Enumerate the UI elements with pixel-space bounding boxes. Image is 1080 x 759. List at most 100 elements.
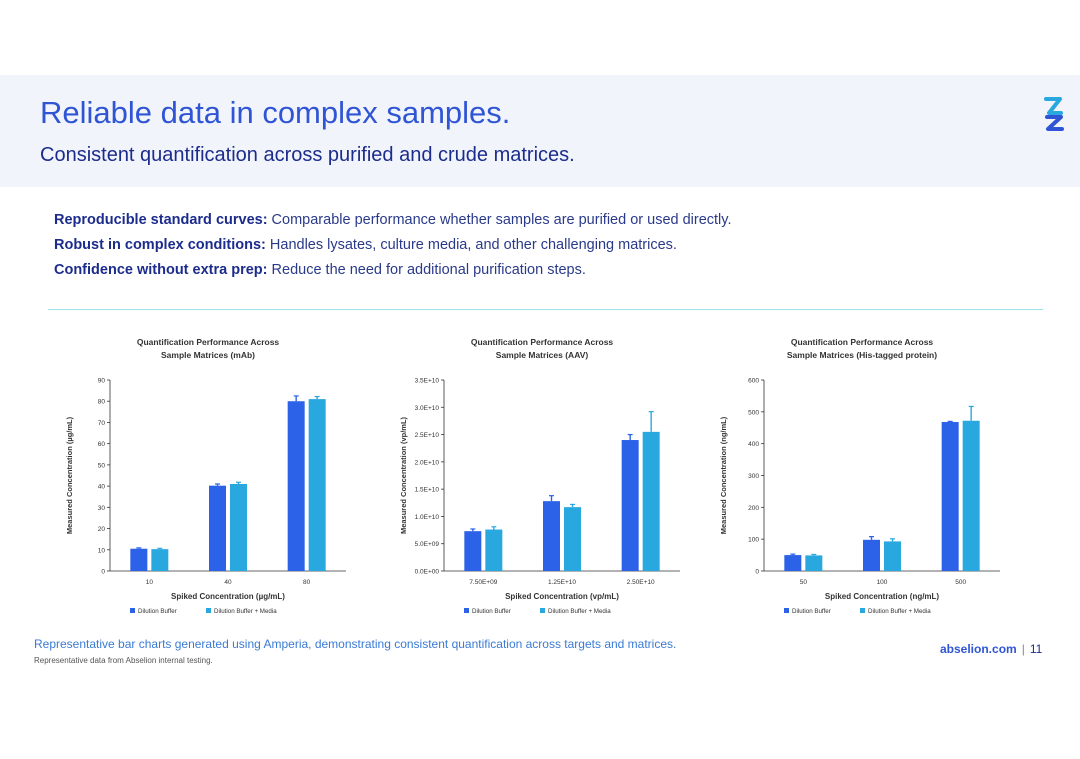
- y-tick-label: 70: [98, 420, 106, 427]
- x-axis-label: Spiked Concentration (µg/mL): [171, 592, 285, 601]
- legend-swatch: [464, 608, 469, 613]
- y-tick-label: 1.5E+10: [415, 487, 440, 494]
- x-tick-label: 500: [955, 579, 966, 586]
- bar: [209, 485, 226, 571]
- bar: [564, 507, 581, 571]
- bar: [642, 431, 660, 571]
- section-divider: [48, 309, 1043, 310]
- legend-label: Dilution Buffer: [138, 608, 177, 615]
- bar: [543, 501, 560, 571]
- bar: [287, 401, 305, 571]
- y-tick-label: 2.5E+10: [415, 432, 440, 439]
- y-axis-label: Measured Concentration (ng/mL): [719, 416, 728, 534]
- bullet-text: Handles lysates, culture media, and othe…: [265, 237, 677, 253]
- bullet-text: Comparable performance whether samples a…: [267, 212, 732, 228]
- footer-url[interactable]: abselion.com: [940, 642, 1017, 656]
- bullet-bold: Confidence without extra prep:: [54, 262, 268, 278]
- y-tick-label: 0.0E+00: [415, 569, 440, 576]
- brand-logo-icon: [1044, 97, 1064, 131]
- bar: [941, 422, 959, 571]
- chart-title: Sample Matrices (AAV): [496, 350, 589, 360]
- x-tick-label: 10: [146, 579, 154, 586]
- legend-swatch: [860, 608, 865, 613]
- legend-label: Dilution Buffer + Media: [548, 608, 611, 615]
- y-tick-label: 200: [748, 505, 759, 512]
- chart-aav: Quantification Performance Across Sample …: [392, 330, 692, 625]
- bar: [863, 539, 880, 571]
- bar: [464, 531, 482, 571]
- legend-swatch: [784, 608, 789, 613]
- y-tick-label: 80: [98, 399, 106, 406]
- data-note: Representative data from Abselion intern…: [34, 656, 213, 665]
- bullet-item: Robust in complex conditions: Handles ly…: [54, 236, 731, 261]
- header-band: [0, 75, 1080, 187]
- page-number: 11: [1029, 642, 1043, 656]
- x-tick-label: 1.25E+10: [548, 579, 576, 586]
- chart-svg: Quantification Performance Across Sample …: [65, 337, 346, 615]
- y-tick-label: 400: [748, 441, 759, 448]
- bullet-item: Confidence without extra prep: Reduce th…: [54, 261, 731, 286]
- bar: [884, 541, 901, 571]
- legend-label: Dilution Buffer: [792, 608, 831, 615]
- y-tick-label: 600: [748, 378, 759, 385]
- footer-separator: |: [1021, 642, 1025, 656]
- bar: [962, 420, 980, 571]
- y-tick-label: 60: [98, 441, 106, 448]
- x-tick-label: 40: [224, 579, 232, 586]
- y-tick-label: 50: [98, 462, 106, 469]
- bar: [151, 549, 169, 571]
- y-axis-label: Measured Concentration (µg/mL): [65, 416, 74, 534]
- chart-mab: Quantification Performance Across Sample …: [58, 330, 358, 625]
- page-title: Reliable data in complex samples.: [40, 95, 511, 130]
- chart-svg: Quantification Performance Across Sample …: [719, 337, 1000, 615]
- bar: [621, 440, 639, 571]
- bullet-item: Reproducible standard curves: Comparable…: [54, 211, 731, 236]
- bar: [308, 399, 326, 571]
- bullet-bold: Robust in complex conditions:: [54, 237, 266, 253]
- x-tick-label: 2.50E+10: [627, 579, 655, 586]
- bar: [805, 555, 823, 571]
- x-tick-label: 7.50E+09: [469, 579, 497, 586]
- y-tick-label: 500: [748, 409, 759, 416]
- y-tick-label: 90: [98, 378, 106, 385]
- bullet-text: Reduce the need for additional purificat…: [267, 262, 586, 278]
- x-axis-label: Spiked Concentration (vp/mL): [505, 592, 619, 601]
- y-tick-label: 300: [748, 473, 759, 480]
- y-tick-label: 3.0E+10: [415, 405, 440, 412]
- legend-swatch: [540, 608, 545, 613]
- bullet-list: Reproducible standard curves: Comparable…: [54, 211, 731, 286]
- legend-label: Dilution Buffer + Media: [214, 608, 277, 615]
- y-tick-label: 10: [98, 547, 106, 554]
- y-tick-label: 100: [748, 537, 759, 544]
- y-tick-label: 3.5E+10: [415, 378, 440, 385]
- bar: [485, 529, 503, 571]
- bar: [230, 483, 247, 571]
- y-tick-label: 0: [101, 569, 105, 576]
- legend-swatch: [206, 608, 211, 613]
- legend-swatch: [130, 608, 135, 613]
- x-axis-label: Spiked Concentration (ng/mL): [825, 592, 940, 601]
- legend-label: Dilution Buffer + Media: [868, 608, 931, 615]
- y-tick-label: 40: [98, 484, 106, 491]
- chart-caption: Representative bar charts generated usin…: [34, 637, 677, 651]
- x-tick-label: 100: [877, 579, 888, 586]
- chart-svg: Quantification Performance Across Sample …: [399, 337, 680, 615]
- y-tick-label: 20: [98, 526, 106, 533]
- page-subtitle: Consistent quantification across purifie…: [40, 144, 575, 166]
- x-tick-label: 80: [303, 579, 311, 586]
- y-tick-label: 2.0E+10: [415, 459, 440, 466]
- chart-title: Quantification Performance Across: [137, 337, 280, 347]
- bar: [130, 548, 148, 571]
- y-tick-label: 30: [98, 505, 106, 512]
- footer: abselion.com | 11: [940, 642, 1042, 656]
- y-tick-label: 1.0E+10: [415, 514, 440, 521]
- chart-title: Quantification Performance Across: [791, 337, 934, 347]
- y-tick-label: 5.0E+09: [415, 541, 440, 548]
- legend-label: Dilution Buffer: [472, 608, 511, 615]
- chart-title: Quantification Performance Across: [471, 337, 614, 347]
- bar: [784, 555, 802, 571]
- x-tick-label: 50: [800, 579, 808, 586]
- chart-his-tagged-protein: Quantification Performance Across Sample …: [712, 330, 1012, 625]
- chart-title: Sample Matrices (His-tagged protein): [787, 350, 937, 360]
- bullet-bold: Reproducible standard curves:: [54, 212, 268, 228]
